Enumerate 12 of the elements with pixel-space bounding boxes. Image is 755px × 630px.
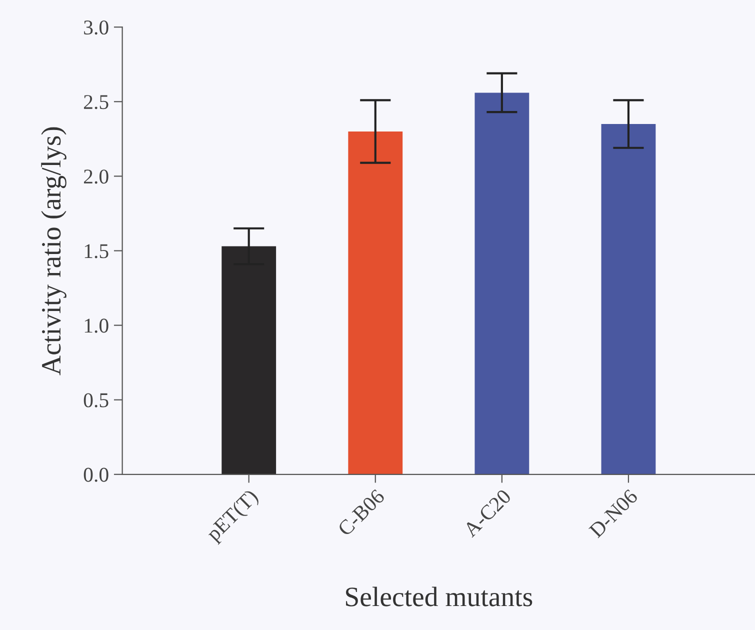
bar	[601, 124, 656, 474]
y-tick-label: 0.0	[84, 468, 108, 482]
y-tick-label: 3.0	[84, 20, 108, 35]
bar	[348, 131, 403, 474]
y-tick-label: 2.5	[84, 95, 108, 110]
y-tick-label: 2.0	[84, 170, 108, 184]
y-axis-title: Activity ratio (arg/lys)	[41, 127, 66, 376]
y-tick-label: 1.5	[84, 244, 108, 258]
y-tick-label: 1.0	[84, 318, 108, 333]
x-axis-title: Selected mutants	[346, 586, 532, 606]
bar	[474, 92, 530, 474]
y-tick-label: 0.5	[84, 393, 108, 408]
